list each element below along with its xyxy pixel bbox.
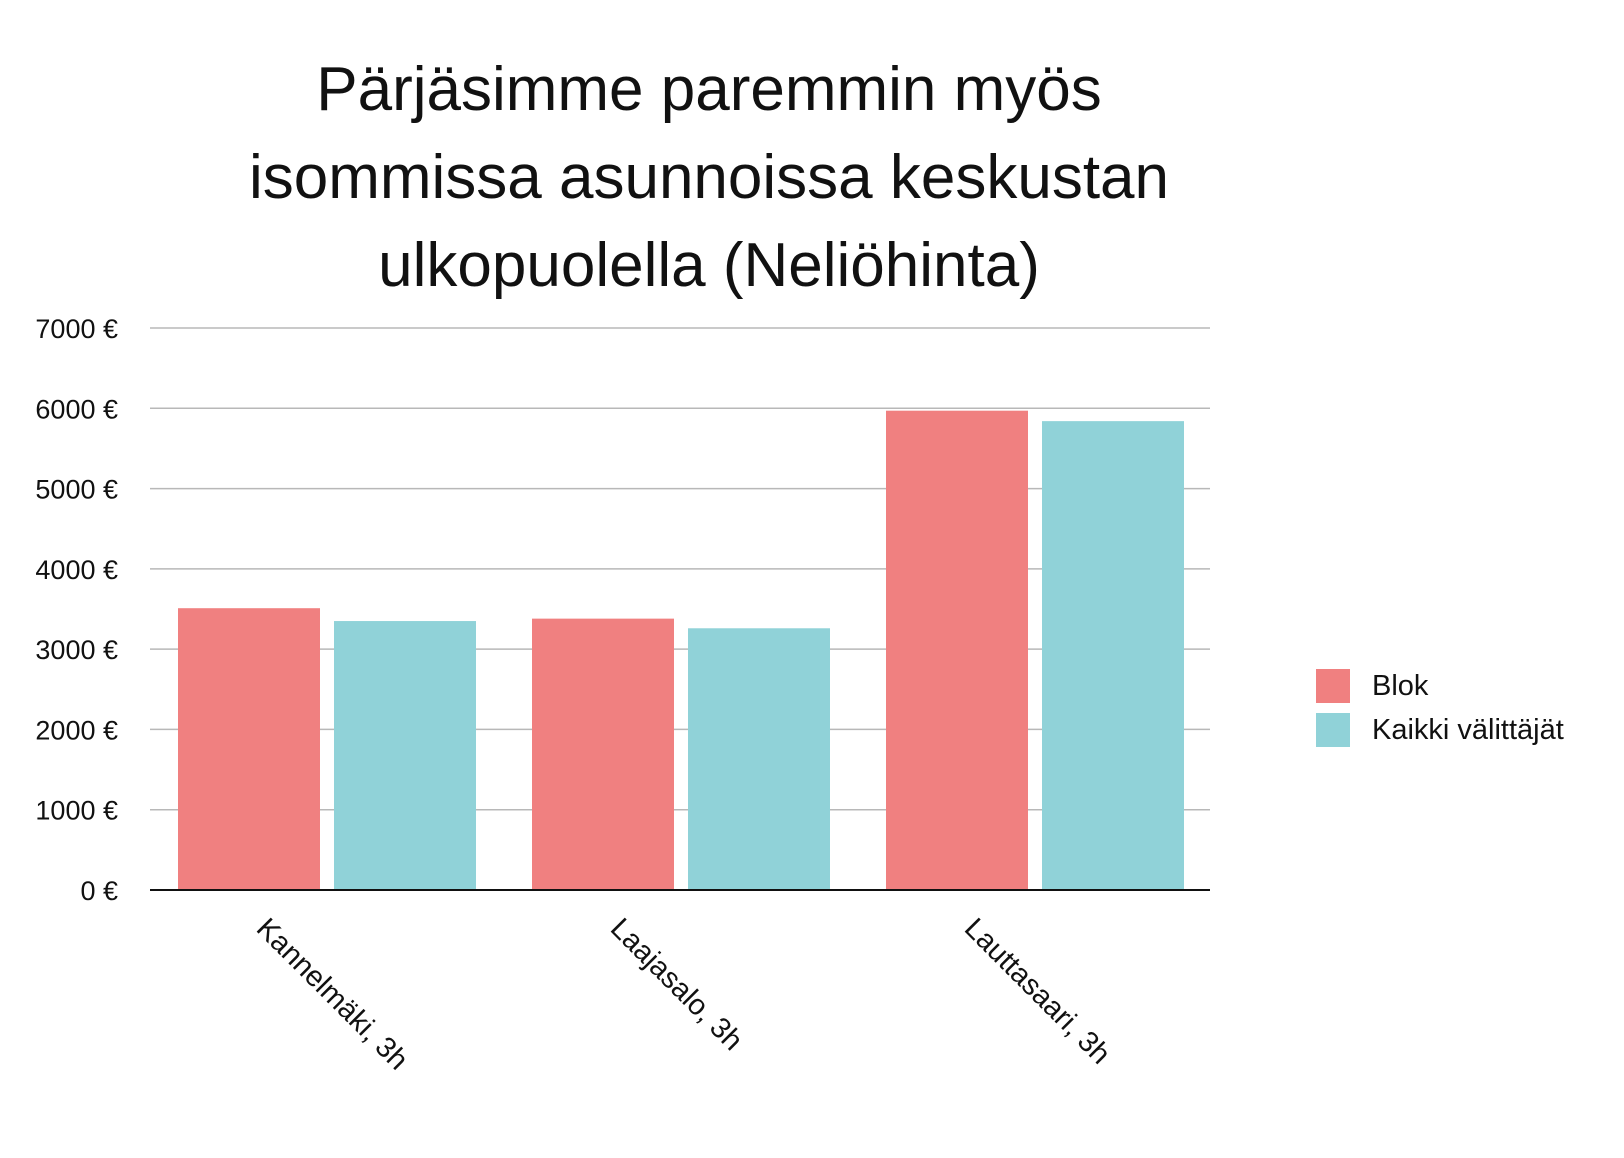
legend: Blok Kaikki välittäjät: [1316, 664, 1564, 752]
y-tick-label: 0 €: [80, 876, 118, 906]
y-tick-label: 3000 €: [35, 635, 118, 665]
bars: [178, 410, 1184, 890]
y-tick-label: 6000 €: [35, 394, 118, 424]
x-tick-label: Laajasalo, 3h: [604, 912, 749, 1057]
y-tick-label: 4000 €: [35, 555, 118, 585]
x-axis-category-labels: Kannelmäki, 3h Laajasalo, 3h Lauttasaari, …: [250, 912, 1116, 1076]
grid-lines: [150, 327, 1210, 811]
bar: [178, 608, 320, 890]
bar: [1042, 421, 1184, 890]
chart-title: Pärjäsimme paremmin myös isommissa asunn…: [0, 46, 1418, 310]
x-tick-label: Lauttasaari, 3h: [958, 912, 1116, 1070]
legend-label-blok: Blok: [1372, 669, 1429, 702]
bar: [886, 410, 1028, 890]
legend-swatch-kaikki-valittajat: [1316, 713, 1350, 747]
legend-label-kaikki-valittajat: Kaikki välittäjät: [1372, 713, 1564, 746]
chart-title-line-2: isommissa asunnoissa keskustan: [248, 143, 1170, 212]
y-tick-label: 1000 €: [35, 796, 118, 826]
chart-title-line-1: Pärjäsimme paremmin myös: [316, 55, 1102, 124]
y-axis-tick-labels: 0 € 1000 € 2000 € 3000 € 4000 € 5000 € 6000 € 7…: [35, 314, 118, 906]
legend-swatch-blok: [1316, 669, 1350, 703]
y-tick-label: 7000 €: [35, 314, 118, 344]
y-tick-label: 2000 €: [35, 715, 118, 745]
y-tick-label: 5000 €: [35, 475, 118, 505]
bar: [334, 621, 476, 890]
bar: [532, 618, 674, 890]
legend-item-blok: Blok: [1316, 664, 1564, 708]
x-tick-label: Kannelmäki, 3h: [250, 912, 414, 1076]
bar: [688, 628, 830, 890]
chart-title-line-3: ulkopuolella (Neliöhinta): [378, 231, 1040, 300]
legend-item-kaikki-valittajat: Kaikki välittäjät: [1316, 708, 1564, 752]
